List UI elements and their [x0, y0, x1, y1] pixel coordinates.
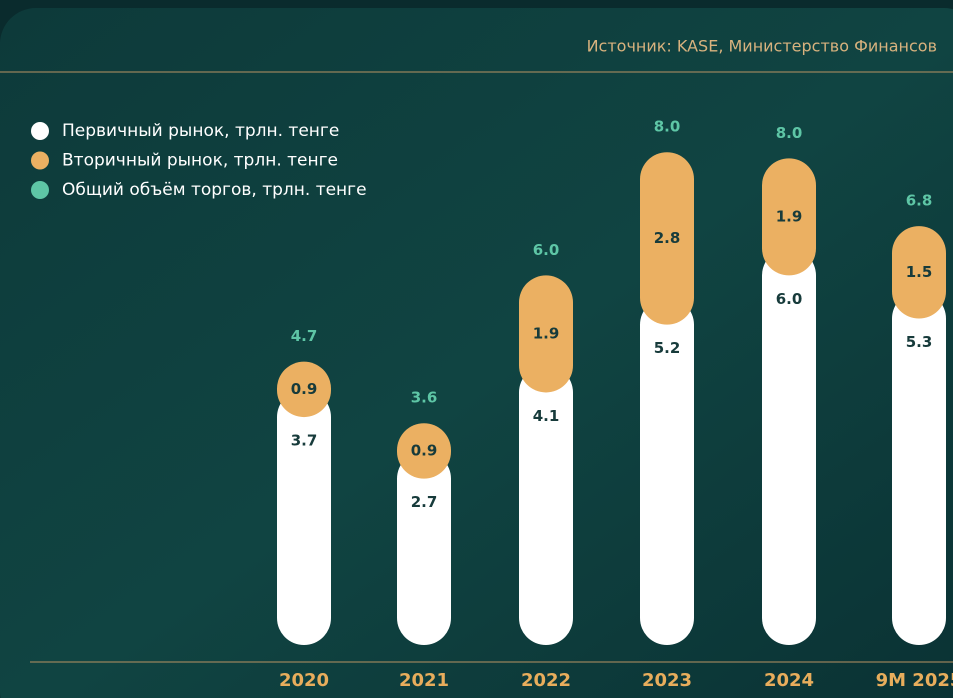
legend-label: Общий объём торгов, трлн. тенге	[62, 180, 367, 200]
x-tick-label: 2022	[521, 670, 571, 691]
total-label: 6.8	[906, 192, 933, 210]
x-tick-label: 2024	[764, 670, 814, 691]
card	[0, 8, 953, 698]
legend-label: Первичный рынок, трлн. тенге	[62, 121, 339, 141]
primary-bar	[519, 365, 573, 645]
primary-bar	[762, 248, 816, 645]
primary-label: 5.2	[654, 339, 681, 357]
secondary-label: 0.9	[291, 380, 318, 398]
x-tick-label: 9M 2025	[876, 670, 953, 691]
primary-bar	[892, 291, 946, 645]
secondary-label: 2.8	[654, 229, 681, 247]
total-label: 3.6	[411, 389, 438, 407]
secondary-bar	[892, 226, 946, 319]
total-label: 6.0	[533, 241, 560, 259]
primary-label: 4.1	[533, 407, 560, 425]
secondary-bar	[277, 361, 331, 418]
x-tick-label: 2020	[279, 670, 329, 691]
primary-label: 3.7	[291, 432, 318, 450]
source: Источник: KASE, Министерство Финансов	[587, 37, 937, 56]
secondary-label: 1.9	[533, 324, 560, 342]
primary-label: 2.7	[411, 493, 438, 511]
secondary-label: 1.9	[776, 207, 803, 225]
primary-bar	[640, 297, 694, 645]
secondary-bar	[640, 152, 694, 325]
x-tick-label: 2021	[399, 670, 449, 691]
secondary-bar	[762, 158, 816, 276]
total-label: 8.0	[654, 118, 681, 136]
secondary-label: 1.5	[906, 263, 933, 281]
legend-swatch	[31, 151, 49, 170]
total-label: 4.7	[291, 327, 318, 345]
legend-label: Вторичный рынок, трлн. тенге	[62, 151, 338, 171]
primary-bar	[397, 451, 451, 645]
total-label: 8.0	[776, 124, 803, 142]
legend-swatch	[31, 122, 49, 140]
primary-label: 5.3	[906, 333, 933, 351]
primary-label: 6.0	[776, 290, 803, 308]
secondary-bar	[519, 275, 573, 393]
legend-swatch	[31, 181, 49, 199]
secondary-label: 0.9	[411, 441, 438, 459]
primary-bar	[277, 390, 331, 645]
x-tick-label: 2023	[642, 670, 692, 691]
secondary-bar	[397, 423, 451, 479]
